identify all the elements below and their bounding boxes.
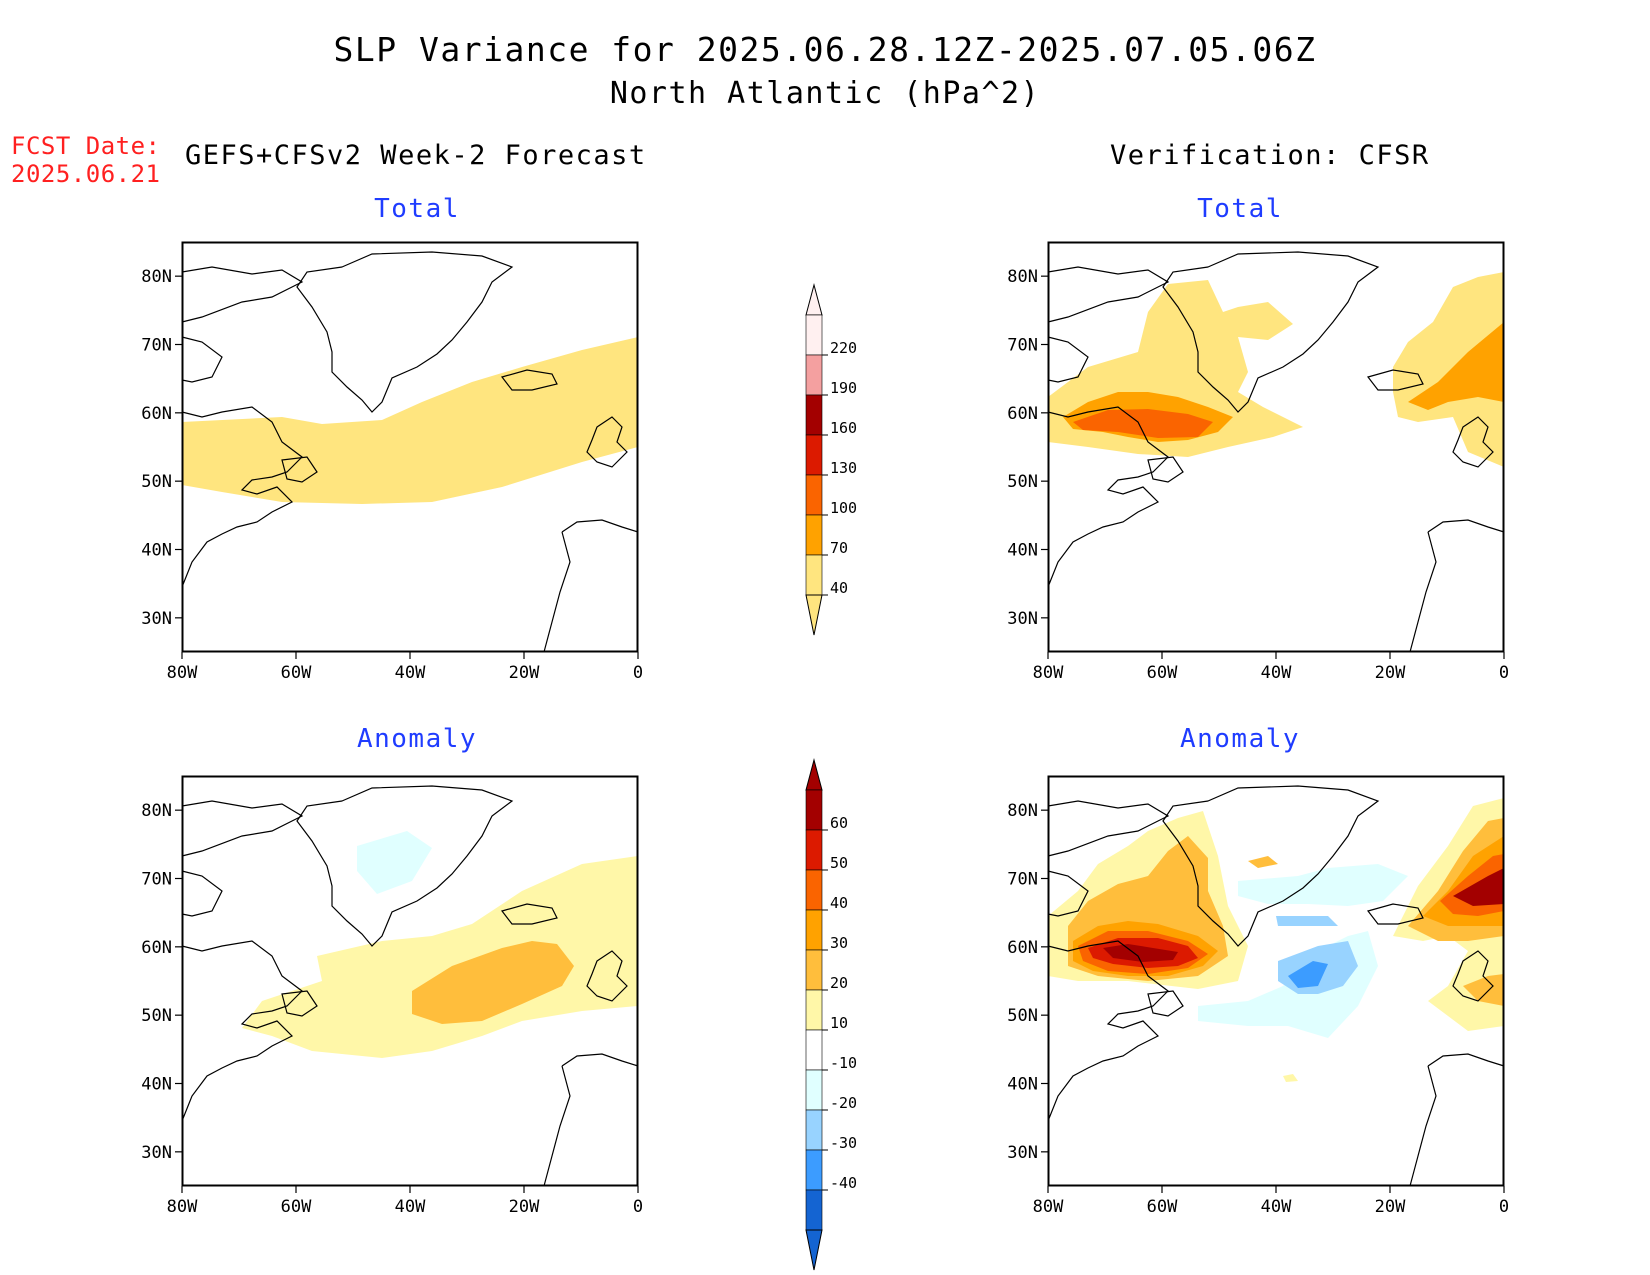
colorbar-label: 160 bbox=[830, 419, 857, 437]
lon-tick-label: 0 bbox=[1499, 663, 1509, 683]
main-title: SLP Variance for 2025.06.28.12Z-2025.07.… bbox=[333, 30, 1317, 69]
colorbar-label: -30 bbox=[830, 1134, 857, 1152]
lat-tick-label: 40N bbox=[141, 541, 172, 561]
lat-tick-label: 70N bbox=[1007, 870, 1038, 890]
lon-tick-label: 20W bbox=[509, 1197, 540, 1217]
forecast-column-title: GEFS+CFSv2 Week-2 Forecast bbox=[185, 140, 647, 171]
lat-tick-label: 50N bbox=[141, 1006, 172, 1026]
colorbar-label: 220 bbox=[830, 339, 857, 357]
lat-tick-label: 50N bbox=[1007, 1006, 1038, 1026]
forecast-total-map: 80W 60W 40W 20W 0 30N 40N 50N 60N 70N 80N bbox=[141, 241, 643, 683]
colorbar-label: -10 bbox=[830, 1054, 857, 1072]
colorbar-bottom-arrow bbox=[805, 1229, 823, 1271]
colorbar-label: 100 bbox=[830, 499, 857, 517]
colorbar-segment bbox=[805, 314, 823, 356]
forecast-anomaly-title: Anomaly bbox=[356, 724, 478, 754]
colorbar-segment bbox=[805, 869, 823, 911]
colorbar-segment bbox=[805, 554, 823, 596]
lon-tick-label: 60W bbox=[281, 663, 312, 683]
lat-tick-label: 80N bbox=[141, 267, 172, 287]
forecast-total-title: Total bbox=[374, 194, 460, 224]
colorbar-segment bbox=[805, 1069, 823, 1111]
lat-tick-label: 40N bbox=[141, 1075, 172, 1095]
lat-tick-label: 50N bbox=[141, 472, 172, 492]
lon-tick-label: 40W bbox=[1261, 663, 1292, 683]
verification-total-title: Total bbox=[1197, 194, 1283, 224]
colorbar-segment bbox=[805, 354, 823, 396]
lat-tick-label: 70N bbox=[1007, 336, 1038, 356]
lon-tick-label: 80W bbox=[1033, 1197, 1064, 1217]
colorbar-top-arrow bbox=[805, 758, 823, 791]
lat-tick-label: 80N bbox=[1007, 267, 1038, 287]
fcst-date-label: FCST Date: bbox=[11, 132, 161, 160]
main-subtitle: North Atlantic (hPa^2) bbox=[609, 76, 1041, 111]
colorbar-label: 10 bbox=[830, 1014, 848, 1032]
lon-tick-label: 80W bbox=[167, 1197, 198, 1217]
forecast-anomaly-map: 80W 60W 40W 20W 0 30N 40N 50N 60N 70N 80N bbox=[141, 775, 643, 1217]
lat-tick-label: 50N bbox=[1007, 472, 1038, 492]
colorbar-label: 30 bbox=[830, 934, 848, 952]
lat-tick-label: 60N bbox=[1007, 938, 1038, 958]
colorbar-segment bbox=[805, 1189, 823, 1231]
lon-tick-label: 0 bbox=[633, 1197, 643, 1217]
lat-tick-label: 70N bbox=[141, 336, 172, 356]
colorbar-segment bbox=[805, 909, 823, 951]
total-colorbar: 220 190 160 130 100 70 40 bbox=[805, 283, 857, 636]
colorbar-label: -40 bbox=[830, 1174, 857, 1192]
lat-tick-label: 30N bbox=[1007, 1143, 1038, 1163]
colorbar-segment bbox=[805, 949, 823, 991]
colorbar-segment bbox=[805, 829, 823, 871]
lon-tick-label: 80W bbox=[1033, 663, 1064, 683]
colorbar-label: -20 bbox=[830, 1094, 857, 1112]
lon-tick-label: 40W bbox=[395, 663, 426, 683]
lon-tick-label: 40W bbox=[395, 1197, 426, 1217]
colorbar-bottom-arrow bbox=[805, 594, 823, 636]
verification-total-map: 80W 60W 40W 20W 0 30N 40N 50N 60N 70N 80N bbox=[1007, 241, 1509, 683]
colorbar-segment bbox=[805, 1149, 823, 1191]
lat-tick-label: 30N bbox=[1007, 609, 1038, 629]
colorbar-label: 70 bbox=[830, 539, 848, 557]
verification-anomaly-map: 80W 60W 40W 20W 0 30N 40N 50N 60N 70N 80N bbox=[1007, 775, 1509, 1217]
colorbar-segment bbox=[805, 434, 823, 476]
lon-tick-label: 20W bbox=[1375, 1197, 1406, 1217]
lon-tick-label: 60W bbox=[1147, 663, 1178, 683]
colorbar-label: 20 bbox=[830, 974, 848, 992]
lat-tick-label: 80N bbox=[141, 801, 172, 821]
lat-tick-label: 70N bbox=[141, 870, 172, 890]
colorbar-segment bbox=[805, 1109, 823, 1151]
colorbar-label: 40 bbox=[830, 894, 848, 912]
colorbar-label: 40 bbox=[830, 579, 848, 597]
lat-tick-label: 30N bbox=[141, 1143, 172, 1163]
colorbar-label: 60 bbox=[830, 814, 848, 832]
colorbar-segment bbox=[805, 789, 823, 831]
colorbar-top-arrow bbox=[805, 283, 823, 316]
colorbar-label: 190 bbox=[830, 379, 857, 397]
fcst-date-value: 2025.06.21 bbox=[11, 160, 161, 188]
lon-tick-label: 0 bbox=[1499, 1197, 1509, 1217]
lon-tick-label: 40W bbox=[1261, 1197, 1292, 1217]
colorbar-label: 50 bbox=[830, 854, 848, 872]
lat-tick-label: 80N bbox=[1007, 801, 1038, 821]
lat-tick-label: 60N bbox=[141, 938, 172, 958]
lat-tick-label: 60N bbox=[1007, 404, 1038, 424]
lon-tick-label: 80W bbox=[167, 663, 198, 683]
lon-tick-label: 20W bbox=[509, 663, 540, 683]
colorbar-segment bbox=[805, 394, 823, 436]
lat-tick-label: 40N bbox=[1007, 1075, 1038, 1095]
colorbar-segment bbox=[805, 989, 823, 1031]
lat-tick-label: 40N bbox=[1007, 541, 1038, 561]
lon-tick-label: 60W bbox=[281, 1197, 312, 1217]
verification-column-title: Verification: CFSR bbox=[1110, 140, 1430, 171]
lon-tick-label: 20W bbox=[1375, 663, 1406, 683]
anomaly-colorbar: 60 50 40 30 20 10 -10 -20 -30 -40 bbox=[805, 758, 857, 1271]
colorbar-segment bbox=[805, 474, 823, 516]
lat-tick-label: 60N bbox=[141, 404, 172, 424]
lat-tick-label: 30N bbox=[141, 609, 172, 629]
colorbar-segment bbox=[805, 514, 823, 556]
lon-tick-label: 60W bbox=[1147, 1197, 1178, 1217]
colorbar-label: 130 bbox=[830, 459, 857, 477]
lon-tick-label: 0 bbox=[633, 663, 643, 683]
colorbar-segment bbox=[805, 1029, 823, 1071]
verification-anomaly-title: Anomaly bbox=[1179, 724, 1301, 754]
